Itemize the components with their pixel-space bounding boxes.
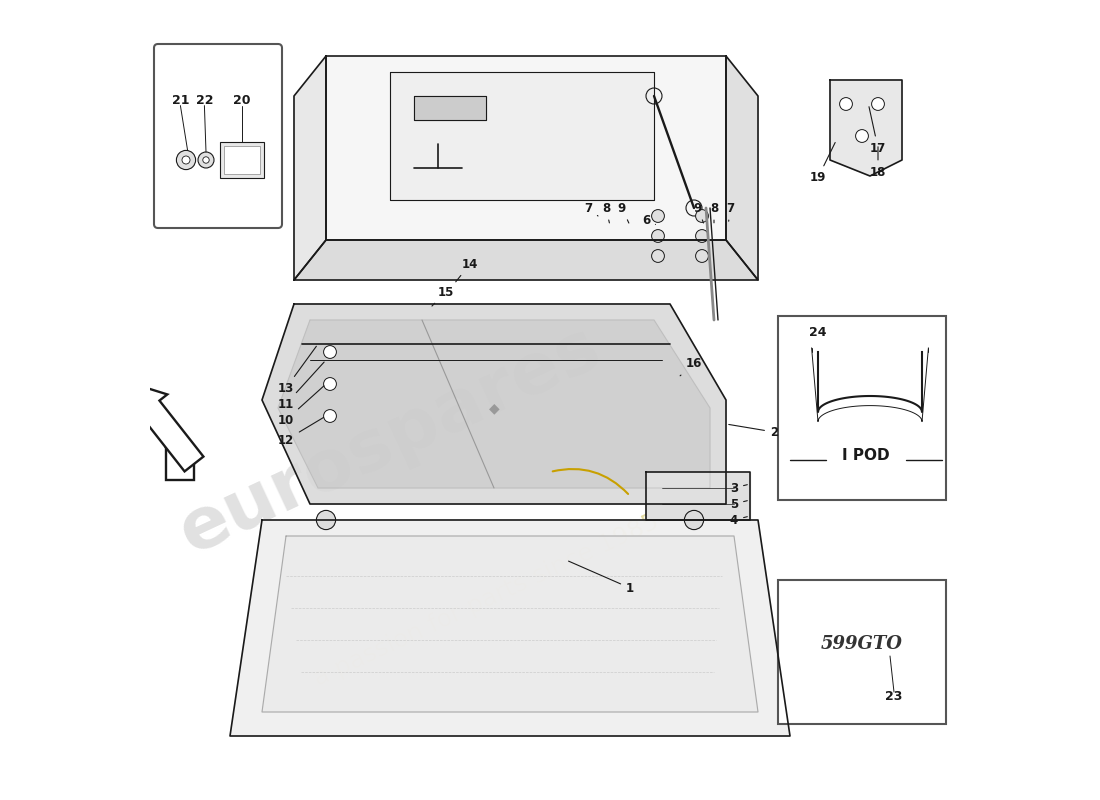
Text: ◆: ◆ [488,401,499,415]
Circle shape [323,378,337,390]
Text: 21: 21 [172,94,189,107]
Text: 17: 17 [869,106,887,154]
Polygon shape [326,56,726,240]
Circle shape [202,157,209,163]
Circle shape [651,210,664,222]
Text: 19: 19 [810,142,835,184]
FancyBboxPatch shape [778,316,946,500]
Text: 2: 2 [728,425,778,438]
Text: 7: 7 [584,202,598,216]
Circle shape [317,510,336,530]
Text: 11: 11 [278,362,324,410]
Bar [224,146,261,174]
Circle shape [176,150,196,170]
Text: 9: 9 [694,202,704,223]
Text: 22: 22 [196,94,213,107]
Circle shape [695,250,708,262]
Text: 16: 16 [680,358,702,376]
Circle shape [198,152,214,168]
Text: 12: 12 [278,418,323,446]
Text: 5: 5 [730,498,747,510]
Polygon shape [150,408,194,480]
Text: 14: 14 [455,258,478,282]
Circle shape [651,250,664,262]
Polygon shape [414,96,486,120]
Circle shape [871,98,884,110]
Circle shape [856,130,868,142]
Text: 4: 4 [730,514,747,526]
Text: 6: 6 [642,214,656,226]
Bar [220,142,264,178]
Text: 18: 18 [870,146,887,178]
Text: 24: 24 [810,326,827,339]
FancyBboxPatch shape [154,44,282,228]
Polygon shape [262,304,726,504]
Text: 599GTO: 599GTO [821,635,903,653]
Circle shape [695,210,708,222]
Polygon shape [262,536,758,712]
Text: 15: 15 [432,286,454,306]
Circle shape [323,346,337,358]
Polygon shape [230,520,790,736]
Text: 23: 23 [886,690,903,703]
Circle shape [323,410,337,422]
Text: 8: 8 [710,202,718,223]
Circle shape [839,98,853,110]
Circle shape [684,510,704,530]
Polygon shape [390,72,654,200]
Text: 13: 13 [278,346,317,394]
Text: 7: 7 [726,202,734,222]
Polygon shape [278,320,710,488]
Circle shape [651,230,664,242]
FancyBboxPatch shape [778,580,946,724]
Polygon shape [294,240,758,280]
Polygon shape [830,80,902,176]
Text: 1: 1 [569,561,634,594]
Polygon shape [646,472,750,520]
Circle shape [182,156,190,164]
Text: I POD: I POD [843,448,890,463]
Text: a passion for parts since 1985: a passion for parts since 1985 [309,509,662,691]
FancyArrow shape [130,383,204,471]
Text: 9: 9 [618,202,629,223]
Polygon shape [294,56,326,280]
Text: 10: 10 [278,386,323,426]
Polygon shape [726,56,758,280]
Text: 20: 20 [233,94,251,107]
Text: 3: 3 [730,482,747,494]
Circle shape [695,230,708,242]
Text: 8: 8 [602,202,610,223]
Text: eurospares: eurospares [168,312,612,568]
